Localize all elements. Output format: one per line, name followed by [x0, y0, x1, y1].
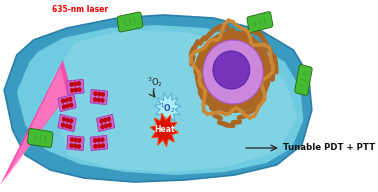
Polygon shape	[50, 30, 297, 172]
Circle shape	[66, 104, 70, 108]
Circle shape	[103, 118, 107, 122]
Circle shape	[70, 137, 74, 142]
Circle shape	[68, 97, 72, 101]
Circle shape	[74, 88, 77, 92]
Circle shape	[70, 88, 74, 93]
Circle shape	[70, 143, 73, 148]
Circle shape	[97, 92, 101, 96]
Circle shape	[101, 143, 105, 148]
Circle shape	[93, 97, 97, 102]
FancyBboxPatch shape	[90, 135, 108, 151]
Circle shape	[65, 124, 68, 128]
FancyBboxPatch shape	[58, 94, 76, 112]
Ellipse shape	[213, 51, 250, 89]
Text: Tunable PDT + PTT: Tunable PDT + PTT	[284, 143, 375, 152]
Text: $^1$O$_2$: $^1$O$_2$	[160, 101, 175, 115]
Circle shape	[74, 138, 77, 142]
Circle shape	[107, 117, 111, 121]
Circle shape	[61, 123, 65, 127]
Polygon shape	[150, 113, 178, 147]
Circle shape	[93, 91, 97, 96]
FancyBboxPatch shape	[117, 12, 143, 32]
Circle shape	[62, 105, 66, 109]
FancyBboxPatch shape	[295, 65, 312, 95]
Circle shape	[73, 82, 77, 86]
FancyBboxPatch shape	[90, 89, 108, 105]
Circle shape	[93, 138, 97, 143]
Circle shape	[61, 99, 65, 103]
Polygon shape	[0, 60, 71, 185]
Circle shape	[97, 144, 101, 148]
Circle shape	[62, 117, 66, 121]
Ellipse shape	[203, 40, 263, 104]
Polygon shape	[4, 67, 67, 182]
Circle shape	[101, 92, 105, 97]
Circle shape	[77, 81, 81, 86]
FancyBboxPatch shape	[67, 79, 84, 95]
Circle shape	[70, 82, 73, 87]
Circle shape	[77, 87, 81, 92]
Circle shape	[70, 103, 73, 107]
FancyBboxPatch shape	[247, 12, 273, 32]
Circle shape	[101, 125, 104, 129]
Text: $^3$O$_2$: $^3$O$_2$	[147, 75, 163, 89]
Circle shape	[104, 124, 108, 128]
Circle shape	[97, 138, 101, 142]
Polygon shape	[154, 93, 181, 124]
Polygon shape	[17, 25, 304, 175]
Circle shape	[73, 144, 77, 148]
Polygon shape	[4, 15, 312, 182]
Text: Heat: Heat	[154, 126, 175, 135]
Circle shape	[108, 123, 112, 127]
Circle shape	[70, 119, 73, 123]
Circle shape	[97, 98, 101, 102]
Circle shape	[66, 118, 70, 122]
FancyBboxPatch shape	[28, 128, 53, 148]
Circle shape	[101, 137, 104, 142]
Ellipse shape	[195, 31, 272, 113]
Circle shape	[93, 144, 97, 149]
Circle shape	[101, 98, 104, 103]
Circle shape	[65, 98, 68, 102]
FancyBboxPatch shape	[96, 114, 115, 132]
Circle shape	[77, 144, 81, 149]
FancyBboxPatch shape	[58, 114, 76, 132]
Text: 635-nm laser: 635-nm laser	[51, 6, 108, 15]
Circle shape	[77, 138, 81, 143]
FancyBboxPatch shape	[67, 135, 84, 151]
Circle shape	[68, 125, 72, 129]
Circle shape	[99, 119, 103, 123]
